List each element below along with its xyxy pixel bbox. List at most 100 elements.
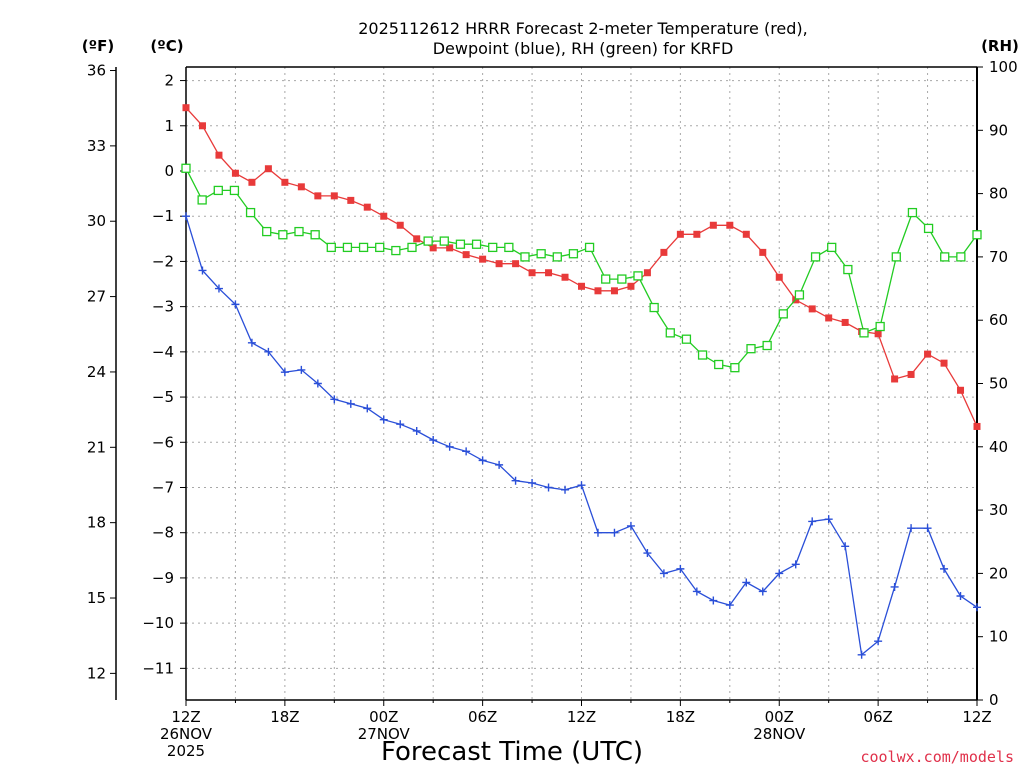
rh-point xyxy=(278,230,288,240)
celsius-tick-label: −10 xyxy=(142,614,174,632)
time-tick-label: 12Z xyxy=(171,708,200,726)
rh-point xyxy=(730,363,740,373)
rh-point xyxy=(843,264,853,275)
dewpoint-point xyxy=(841,542,850,551)
rh-point xyxy=(601,274,611,284)
dewpoint-point xyxy=(346,399,355,408)
temperature-series xyxy=(182,104,981,430)
dewpoint-series xyxy=(182,212,981,659)
time-tick-label: 00Z xyxy=(765,708,794,726)
dewpoint-point xyxy=(610,528,619,537)
dewpoint-point xyxy=(791,560,800,569)
temperature-point xyxy=(429,244,437,252)
temperature-point xyxy=(347,196,355,204)
axes xyxy=(110,66,983,706)
rh-tick-label: 100 xyxy=(989,58,1018,76)
temperature-point xyxy=(594,287,602,295)
dewpoint-point xyxy=(775,569,784,578)
temperature-point xyxy=(512,260,520,268)
dewpoint-point xyxy=(890,582,899,591)
time-tick-label: 28NOV xyxy=(753,725,806,743)
time-tick-label: 00Z xyxy=(369,708,398,726)
rh-tick-label: 70 xyxy=(989,248,1008,266)
celsius-tick-label: 0 xyxy=(164,162,174,180)
dewpoint-point xyxy=(940,564,949,573)
rh-point xyxy=(633,271,643,281)
temperature-point xyxy=(198,122,206,130)
temperature-point xyxy=(610,287,618,295)
rh-point xyxy=(972,230,982,240)
dewpoint-point xyxy=(511,476,520,485)
celsius-tick-label: −6 xyxy=(152,433,174,451)
dewpoint-point xyxy=(593,528,602,537)
rh-point xyxy=(746,344,756,354)
temperature-point xyxy=(693,230,701,238)
temperature-point xyxy=(907,370,915,378)
dewpoint-point xyxy=(198,266,207,275)
rh-point xyxy=(859,328,869,338)
rh-point xyxy=(471,239,482,249)
rh-point xyxy=(375,242,385,253)
dewpoint-point xyxy=(692,587,701,596)
rh-point xyxy=(536,249,546,259)
celsius-tick-label: −2 xyxy=(152,252,174,270)
dewpoint-point xyxy=(363,404,372,413)
dewpoint-point xyxy=(247,338,256,347)
temperature-point xyxy=(924,350,932,358)
dewpoint-point xyxy=(330,395,339,404)
dewpoint-point xyxy=(577,481,586,490)
rh-tick-label: 20 xyxy=(989,564,1008,582)
rh-tick-label: 40 xyxy=(989,438,1008,456)
temperature-point xyxy=(248,178,256,186)
fahrenheit-tick-label: 15 xyxy=(87,589,106,607)
temperature-point xyxy=(446,244,454,252)
dewpoint-point xyxy=(874,637,883,646)
dewpoint-point xyxy=(824,515,833,524)
dewpoint-point xyxy=(725,601,734,610)
dewpoint-point xyxy=(528,478,537,487)
rh-tick-label: 90 xyxy=(989,121,1008,139)
dewpoint-point xyxy=(182,212,190,221)
data-series xyxy=(181,104,982,659)
fahrenheit-tick-label: 18 xyxy=(87,514,106,532)
temperature-point xyxy=(545,269,553,277)
rh-tick-label: 10 xyxy=(989,628,1008,646)
time-tick-label: 06Z xyxy=(468,708,497,726)
rh-point xyxy=(762,340,772,351)
rh-point xyxy=(455,239,466,249)
rh-point xyxy=(520,252,530,262)
temperature-point xyxy=(742,230,750,238)
temperature-point xyxy=(973,422,981,430)
dewpoint-point xyxy=(643,549,652,558)
rh-point xyxy=(810,252,821,262)
time-tick-label: 18Z xyxy=(270,708,299,726)
celsius-tick-label: −11 xyxy=(142,659,174,677)
dewpoint-point xyxy=(445,442,454,451)
fahrenheit-unit-label: (ºF) xyxy=(82,37,114,55)
rh-point xyxy=(213,185,223,196)
rh-point xyxy=(665,328,675,338)
dewpoint-point xyxy=(313,379,322,388)
rh-tick-label: 0 xyxy=(989,691,999,709)
temperature-point xyxy=(297,183,305,191)
rh-point xyxy=(714,359,724,370)
temperature-point xyxy=(775,273,783,281)
dewpoint-point xyxy=(379,415,388,424)
dewpoint-point xyxy=(808,517,817,526)
celsius-tick-label: −7 xyxy=(152,478,174,496)
celsius-unit-label: (ºC) xyxy=(150,37,183,55)
rh-point xyxy=(649,302,659,313)
dewpoint-point xyxy=(676,564,685,573)
dewpoint-point xyxy=(659,569,668,578)
temperature-point xyxy=(841,318,849,326)
rh-point xyxy=(584,242,595,253)
temperature-point xyxy=(957,386,965,394)
fahrenheit-tick-label: 30 xyxy=(87,212,106,230)
temperature-point xyxy=(578,282,585,290)
temperature-point xyxy=(182,104,190,112)
temperature-point xyxy=(363,203,371,211)
rh-point xyxy=(181,163,191,173)
chart-title-line2: Dewpoint (blue), RH (green) for KRFD xyxy=(433,39,734,58)
rh-point xyxy=(358,242,369,253)
celsius-tick-label: −9 xyxy=(152,569,174,587)
